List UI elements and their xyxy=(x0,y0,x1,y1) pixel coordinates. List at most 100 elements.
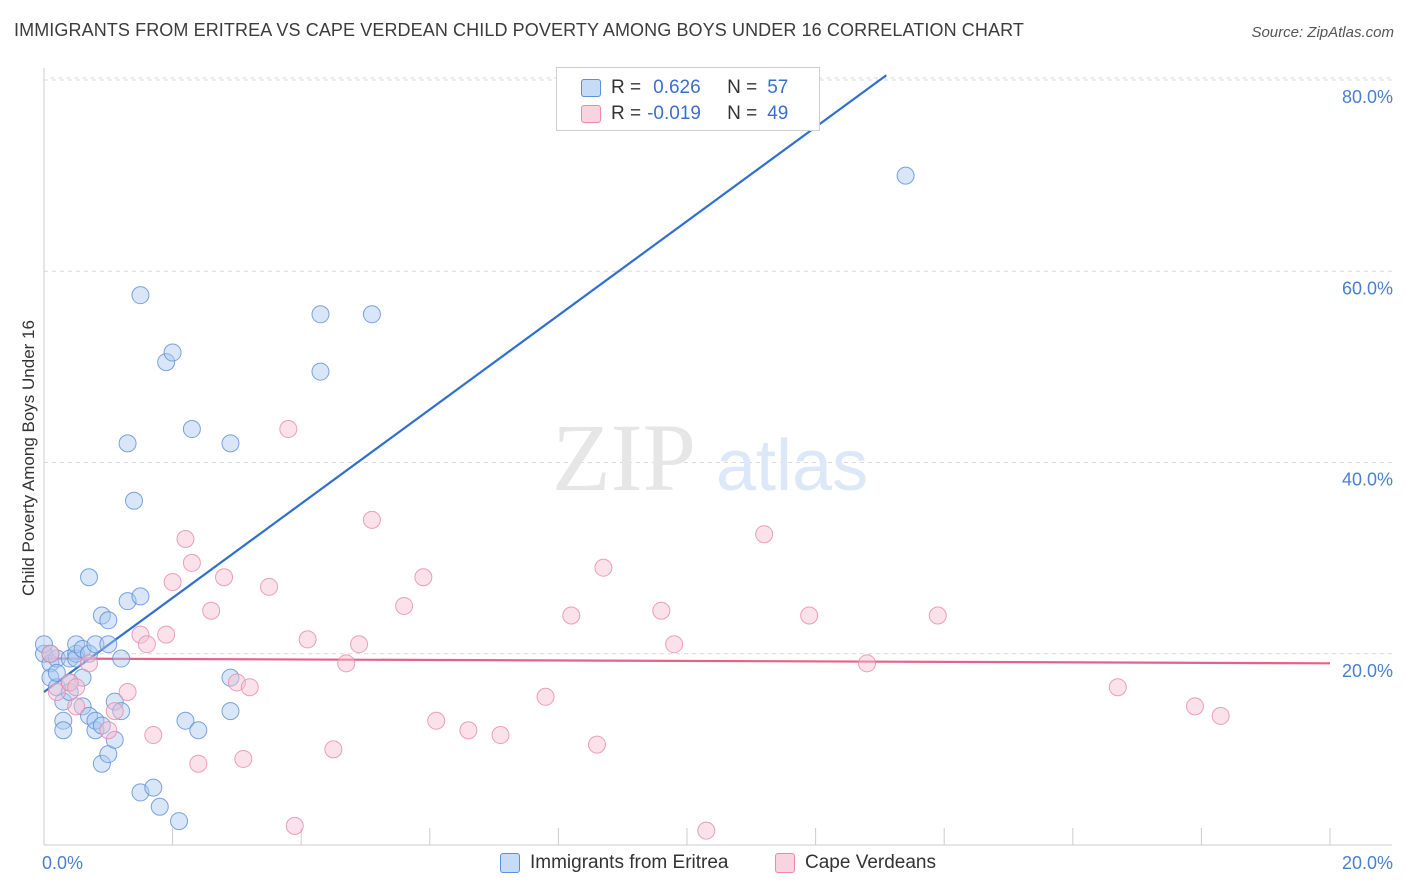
legend-n-value: 57 xyxy=(767,77,789,98)
point-cape-verdean xyxy=(395,596,414,615)
tick-labels: 20.0% 40.0% 60.0% 80.0% 0.0% 20.0% xyxy=(42,87,1393,873)
point-eritrea xyxy=(112,649,131,668)
legend-n-label: N = xyxy=(727,103,758,124)
point-eritrea xyxy=(54,721,73,740)
legend-r-value: -0.019 xyxy=(647,103,701,124)
point-cape-verdean xyxy=(459,721,478,740)
point-eritrea xyxy=(99,611,118,630)
point-cape-verdean xyxy=(800,606,819,625)
point-eritrea xyxy=(99,635,118,654)
point-cape-verdean xyxy=(755,525,774,544)
chart-source: Source: ZipAtlas.com xyxy=(1251,24,1394,41)
point-eritrea xyxy=(311,362,330,381)
point-cape-verdean xyxy=(536,687,555,706)
point-cape-verdean xyxy=(144,726,163,745)
point-cape-verdean xyxy=(260,577,279,596)
y-tick-label: 40.0% xyxy=(1342,470,1393,490)
point-eritrea xyxy=(150,797,169,816)
point-eritrea xyxy=(118,434,137,453)
point-cape-verdean xyxy=(67,678,86,697)
point-eritrea xyxy=(131,587,150,606)
series-legend: Immigrants from Eritrea Cape Verdeans xyxy=(0,852,1406,878)
axes xyxy=(43,68,1392,846)
point-cape-verdean xyxy=(182,553,201,572)
point-cape-verdean xyxy=(189,754,208,773)
point-eritrea xyxy=(47,663,66,682)
watermark-zip: ZIP xyxy=(552,404,696,511)
point-eritrea xyxy=(170,812,189,831)
point-cape-verdean xyxy=(414,568,433,587)
legend-n-value: 49 xyxy=(767,103,789,124)
point-cape-verdean xyxy=(362,510,381,529)
point-cape-verdean xyxy=(298,630,317,649)
legend-swatch-eritrea xyxy=(581,79,601,97)
point-eritrea xyxy=(362,305,381,324)
watermark: ZIP atlas xyxy=(552,404,868,511)
point-cape-verdean xyxy=(928,606,947,625)
legend-r-label: R = xyxy=(611,77,642,98)
legend-n-label: N = xyxy=(727,77,758,98)
point-cape-verdean xyxy=(1185,697,1204,716)
point-cape-verdean xyxy=(1108,678,1127,697)
legend-item-eritrea: Immigrants from Eritrea xyxy=(500,852,728,874)
point-eritrea xyxy=(189,721,208,740)
point-eritrea xyxy=(105,692,124,711)
point-cape-verdean xyxy=(41,644,60,663)
point-cape-verdean xyxy=(137,635,156,654)
y-tick-label: 60.0% xyxy=(1342,278,1393,298)
point-cape-verdean xyxy=(324,740,343,759)
point-eritrea xyxy=(157,353,176,372)
trendlines xyxy=(43,74,1331,693)
point-cape-verdean xyxy=(562,606,581,625)
point-cape-verdean xyxy=(215,568,234,587)
correlation-legend: R = 0.626 N = 57 R = -0.019 N = 49 xyxy=(556,67,820,131)
point-eritrea xyxy=(221,702,240,721)
point-eritrea xyxy=(54,711,73,730)
trendline-cape-verdean xyxy=(43,657,1331,665)
point-cape-verdean xyxy=(491,726,510,745)
point-cape-verdean xyxy=(240,678,259,697)
point-cape-verdean xyxy=(176,530,195,548)
point-cape-verdean xyxy=(665,635,684,654)
legend-label-eritrea: Immigrants from Eritrea xyxy=(530,852,729,873)
legend-r-value: 0.626 xyxy=(653,77,701,98)
x-tick-label: 0.0% xyxy=(42,853,83,873)
y-tick-label: 80.0% xyxy=(1342,87,1393,107)
point-eritrea xyxy=(80,644,99,663)
point-cape-verdean xyxy=(858,654,877,673)
point-eritrea xyxy=(131,286,150,305)
point-cape-verdean xyxy=(285,816,304,835)
point-cape-verdean xyxy=(587,735,606,754)
point-eritrea xyxy=(311,305,330,324)
point-cape-verdean xyxy=(652,601,671,620)
point-eritrea xyxy=(86,635,105,654)
trendline-eritrea xyxy=(43,74,887,693)
point-cape-verdean xyxy=(594,558,613,577)
point-cape-verdean xyxy=(337,654,356,673)
point-cape-verdean xyxy=(350,635,369,654)
point-eritrea xyxy=(896,166,915,185)
legend-r-label: R = xyxy=(611,103,642,124)
point-eritrea xyxy=(163,343,182,362)
point-eritrea xyxy=(92,754,111,773)
point-eritrea xyxy=(125,491,144,510)
point-cape-verdean xyxy=(163,573,182,592)
point-cape-verdean xyxy=(80,654,99,673)
legend-swatch-eritrea xyxy=(500,853,520,873)
point-cape-verdean xyxy=(105,702,124,721)
legend-row-cape: R = -0.019 N = 49 xyxy=(581,102,788,126)
point-cape-verdean xyxy=(157,625,176,644)
legend-swatch-cape xyxy=(581,105,601,123)
point-cape-verdean xyxy=(118,683,137,701)
point-cape-verdean xyxy=(131,625,150,644)
point-cape-verdean xyxy=(67,697,86,716)
point-cape-verdean xyxy=(279,420,298,439)
legend-swatch-cape xyxy=(775,853,795,873)
legend-row-eritrea: R = 0.626 N = 57 xyxy=(581,76,788,100)
gridlines xyxy=(44,77,1392,655)
point-eritrea xyxy=(221,434,240,453)
point-cape-verdean xyxy=(202,601,221,620)
point-cape-verdean xyxy=(427,711,446,730)
x-tick-label: 20.0% xyxy=(1342,853,1393,873)
